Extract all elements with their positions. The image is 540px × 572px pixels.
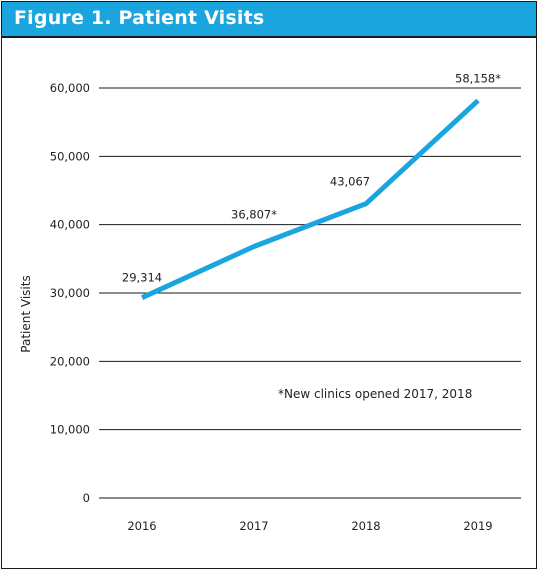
data-label: 29,314 <box>122 271 162 285</box>
y-axis-ticks: 0 10,000 20,000 30,000 40,000 50,000 60,000 <box>50 81 90 505</box>
y-tick-label: 60,000 <box>50 81 90 95</box>
data-label: 58,158* <box>455 72 501 86</box>
x-tick-label: 2019 <box>463 519 492 533</box>
x-tick-label: 2018 <box>351 519 380 533</box>
gridlines <box>99 87 521 499</box>
x-axis-ticks: 2016 2017 2018 2019 <box>127 519 492 533</box>
y-tick-label: 20,000 <box>50 354 90 368</box>
series <box>140 98 480 300</box>
y-tick-label: 10,000 <box>50 423 90 437</box>
y-tick-label: 50,000 <box>50 149 90 163</box>
title-bar: Figure 1. Patient Visits <box>2 2 536 38</box>
y-tick-label: 0 <box>83 491 90 505</box>
chart-annotation: *New clinics opened 2017, 2018 <box>278 387 472 401</box>
x-tick-label: 2017 <box>239 519 268 533</box>
data-label: 36,807* <box>231 207 277 221</box>
x-tick-label: 2016 <box>127 519 156 533</box>
data-labels: 29,314 36,807* 43,067 58,158* <box>122 72 501 285</box>
y-tick-label: 30,000 <box>50 286 90 300</box>
y-axis-label: Patient Visits <box>19 275 33 352</box>
chart-title: Figure 1. Patient Visits <box>14 7 265 29</box>
data-label: 43,067 <box>330 175 370 189</box>
y-tick-label: 40,000 <box>50 218 90 232</box>
series-line <box>140 98 480 300</box>
